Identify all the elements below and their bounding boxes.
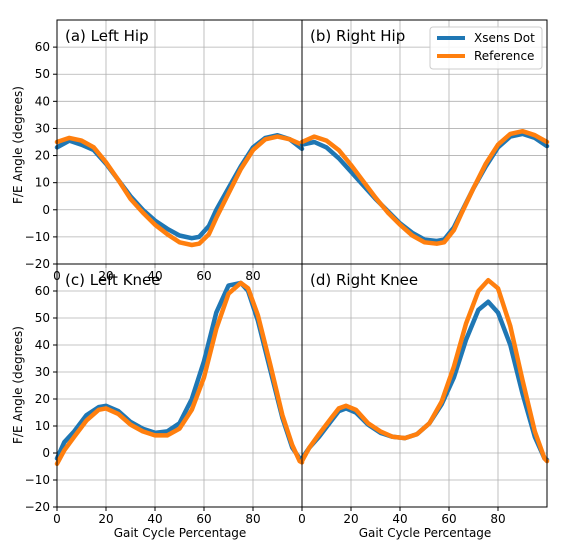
series-line-reference-left-knee <box>54 280 305 467</box>
legend-label-reference: Reference <box>474 49 534 63</box>
legend: Xsens Dot Reference <box>429 26 543 70</box>
y-tick-label: 40 <box>35 94 50 108</box>
series-line-reference-right-knee <box>299 277 550 464</box>
y-tick-label: 10 <box>35 419 50 433</box>
grid-right-knee <box>301 264 547 507</box>
panel-title-left-knee: (c) Left Knee <box>65 271 161 289</box>
y-tick-label: 30 <box>35 121 50 135</box>
panel-left-knee: (c) Left Knee −20 −10 0 10 20 30 40 50 60 0 20 40 60 8… <box>25 263 506 526</box>
x-tick-label: 40 <box>392 512 407 526</box>
x-tick-label: 60 <box>441 512 456 526</box>
y-tick-label: 0 <box>42 203 50 217</box>
y-tick-label: −10 <box>25 473 50 487</box>
panels-layer: (a) Left Hip −20 −10 0 10 20 30 40 50 60 0 20 40 60 80… <box>25 19 550 526</box>
y-tick-label: 30 <box>35 365 50 379</box>
y-axis-label-top: F/E Angle (degrees) <box>11 86 25 204</box>
panel-title-left-hip: (a) Left Hip <box>65 27 149 45</box>
x-axis-label-right: Gait Cycle Percentage <box>359 526 492 540</box>
y-tick-label: −20 <box>25 257 50 271</box>
x-tick-label: 20 <box>343 512 358 526</box>
x-tick-label: 20 <box>98 512 113 526</box>
y-tick-label: 60 <box>35 284 50 298</box>
legend-label-xsens: Xsens Dot <box>474 31 535 45</box>
y-tick-label: 40 <box>35 338 50 352</box>
series-line-reference-right-hip <box>299 128 550 246</box>
y-tick-label: 20 <box>35 149 50 163</box>
series-line-reference-left-hip <box>54 134 305 248</box>
panel-title-right-hip: (b) Right Hip <box>310 27 405 45</box>
y-tick-label: −10 <box>25 230 50 244</box>
x-tick-label: 60 <box>196 512 211 526</box>
x-axis-label-left: Gait Cycle Percentage <box>114 526 247 540</box>
x-tick-label: 0 <box>298 512 306 526</box>
y-axis-label-bottom: F/E Angle (degrees) <box>11 326 25 444</box>
x-tick-label: 80 <box>490 512 505 526</box>
series-line-xsens-dot-left-knee <box>54 280 305 463</box>
x-tick-label: 80 <box>245 512 260 526</box>
plot-frame-left-knee <box>56 263 303 508</box>
y-tick-label: 50 <box>35 67 50 81</box>
y-tick-label: 60 <box>35 40 50 54</box>
plot-frame-right-knee <box>301 263 548 508</box>
y-tick-label: 20 <box>35 392 50 406</box>
x-tick-label: 0 <box>53 512 61 526</box>
panel-title-right-knee: (d) Right Knee <box>310 271 418 289</box>
x-tick-label: 40 <box>147 512 162 526</box>
grid-left-knee <box>56 264 302 507</box>
y-tick-label: 0 <box>42 446 50 460</box>
panel-right-knee: (d) Right Knee <box>299 263 550 508</box>
y-tick-label: 50 <box>35 311 50 325</box>
y-tick-label: −20 <box>25 500 50 514</box>
panel-right-hip: (b) Right Hip <box>299 19 550 265</box>
y-tick-label: 10 <box>35 176 50 190</box>
